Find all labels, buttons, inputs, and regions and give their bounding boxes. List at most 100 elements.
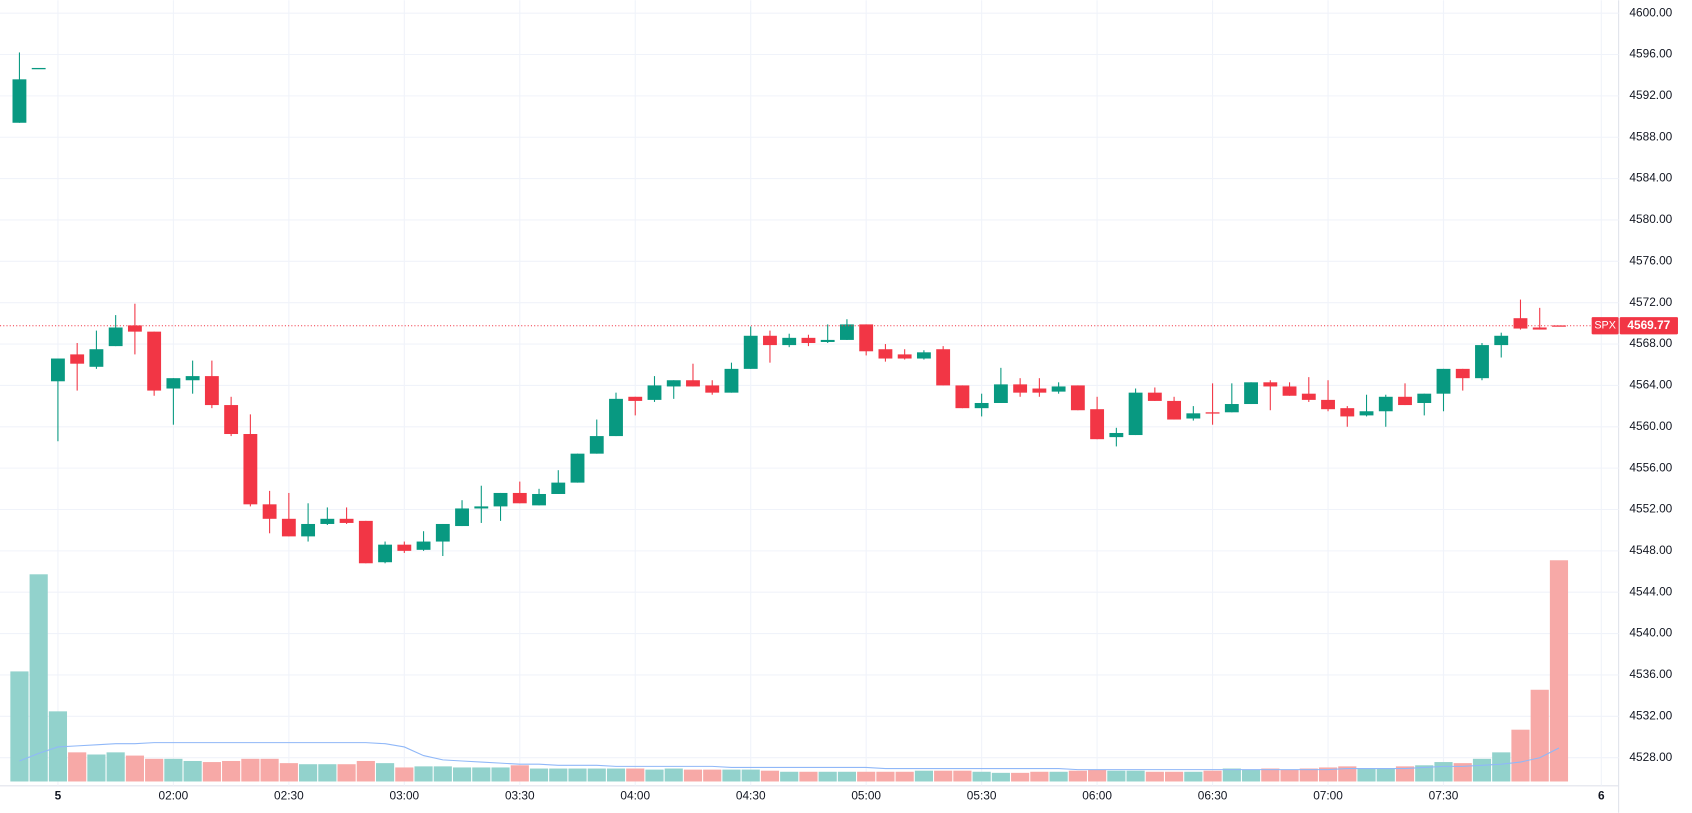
y-tick-label: 4564.00 [1629, 378, 1672, 392]
volume-bar [857, 771, 876, 782]
volume-bar [491, 767, 510, 782]
candle-body [589, 436, 604, 454]
volume-bar [1030, 771, 1049, 782]
candle-body [840, 324, 854, 340]
volume-bar [703, 769, 722, 782]
candle-body [1147, 392, 1162, 401]
candle [1378, 394, 1393, 427]
candle-body [878, 349, 893, 359]
y-tick-label: 4540.00 [1629, 626, 1672, 640]
candle [224, 396, 239, 437]
x-tick-label: 06:00 [1082, 789, 1112, 803]
candle [1282, 382, 1297, 396]
candle-body [1186, 413, 1201, 419]
candle-body [859, 324, 874, 352]
candle [878, 344, 893, 362]
volume-bar [1549, 560, 1569, 782]
volume-bar [1338, 766, 1357, 782]
candle-body [1532, 327, 1547, 330]
volume-bar [164, 758, 183, 782]
candle-body [1340, 408, 1355, 417]
price-label: 4569.77 [1627, 318, 1670, 332]
candle [1109, 427, 1124, 447]
candle [12, 52, 27, 123]
candle-body [1436, 368, 1451, 394]
candle-body [1321, 399, 1335, 410]
volume-bar [452, 767, 472, 782]
candle [108, 315, 123, 347]
volume-bar [68, 752, 87, 782]
candle-body [147, 331, 162, 391]
candle-body [50, 358, 65, 382]
volume-bar [972, 771, 991, 782]
candle-body [166, 378, 181, 389]
candle [647, 376, 662, 402]
volume-bar [10, 671, 29, 782]
volume-bar [299, 764, 318, 782]
candle-body [1513, 318, 1528, 329]
candle [1244, 382, 1258, 405]
volume-bar [1145, 771, 1164, 782]
volume-bar [1068, 770, 1087, 782]
x-tick-label: 04:30 [736, 789, 766, 803]
volume-bar [29, 574, 48, 782]
volume-bar [953, 770, 972, 782]
candle [589, 419, 604, 454]
candle-body [1090, 409, 1105, 440]
candle [1128, 388, 1143, 436]
volume-bar [202, 762, 221, 782]
candle [1359, 394, 1374, 417]
candle [974, 393, 989, 417]
candle-body [705, 385, 720, 393]
candle-body [936, 349, 951, 386]
candle [532, 488, 546, 506]
candle-body [455, 508, 469, 527]
volume-bar [1357, 768, 1376, 782]
candle-body [1109, 432, 1124, 438]
candle [1436, 368, 1451, 412]
candle [1224, 383, 1239, 413]
volume-bar [914, 770, 933, 782]
volume-bar [934, 770, 953, 782]
volume-bar [799, 771, 818, 782]
candle-body [512, 492, 527, 504]
volume-bar [472, 767, 491, 782]
y-tick-label: 4544.00 [1629, 584, 1672, 598]
symbol-label: SPX [1594, 320, 1616, 332]
candle [281, 492, 296, 537]
volume-layer [10, 560, 1569, 782]
x-tick-label: 05:30 [967, 789, 997, 803]
candle [339, 507, 354, 524]
y-tick-label: 4588.00 [1629, 129, 1672, 143]
candle [628, 396, 643, 416]
candle [705, 380, 720, 395]
price-tag [1619, 317, 1678, 335]
volume-bar [1395, 766, 1415, 782]
candle-body [974, 402, 989, 409]
candle-body [474, 506, 489, 509]
x-tick-label: 04:00 [620, 789, 650, 803]
volume-bar [991, 772, 1010, 782]
candle [1494, 332, 1509, 358]
volume-bar [433, 766, 452, 782]
candle-body [897, 354, 912, 359]
candle-body [993, 384, 1008, 403]
candle-body [1013, 384, 1028, 393]
candle-body [1282, 386, 1297, 396]
candle-body [339, 518, 354, 523]
candle [551, 470, 566, 494]
volume-bar [1088, 769, 1107, 782]
volume-bar [1376, 768, 1395, 782]
candle [1167, 396, 1182, 420]
x-tick-label: 03:30 [505, 789, 535, 803]
volume-bar [1434, 762, 1453, 782]
candle-body [532, 493, 546, 506]
candle-body [320, 518, 335, 524]
volume-bar [414, 766, 433, 782]
x-tick-label: 02:00 [159, 789, 189, 803]
volume-ma-line [19, 742, 1560, 771]
candle-body [743, 335, 758, 369]
y-tick-label: 4552.00 [1629, 502, 1672, 516]
